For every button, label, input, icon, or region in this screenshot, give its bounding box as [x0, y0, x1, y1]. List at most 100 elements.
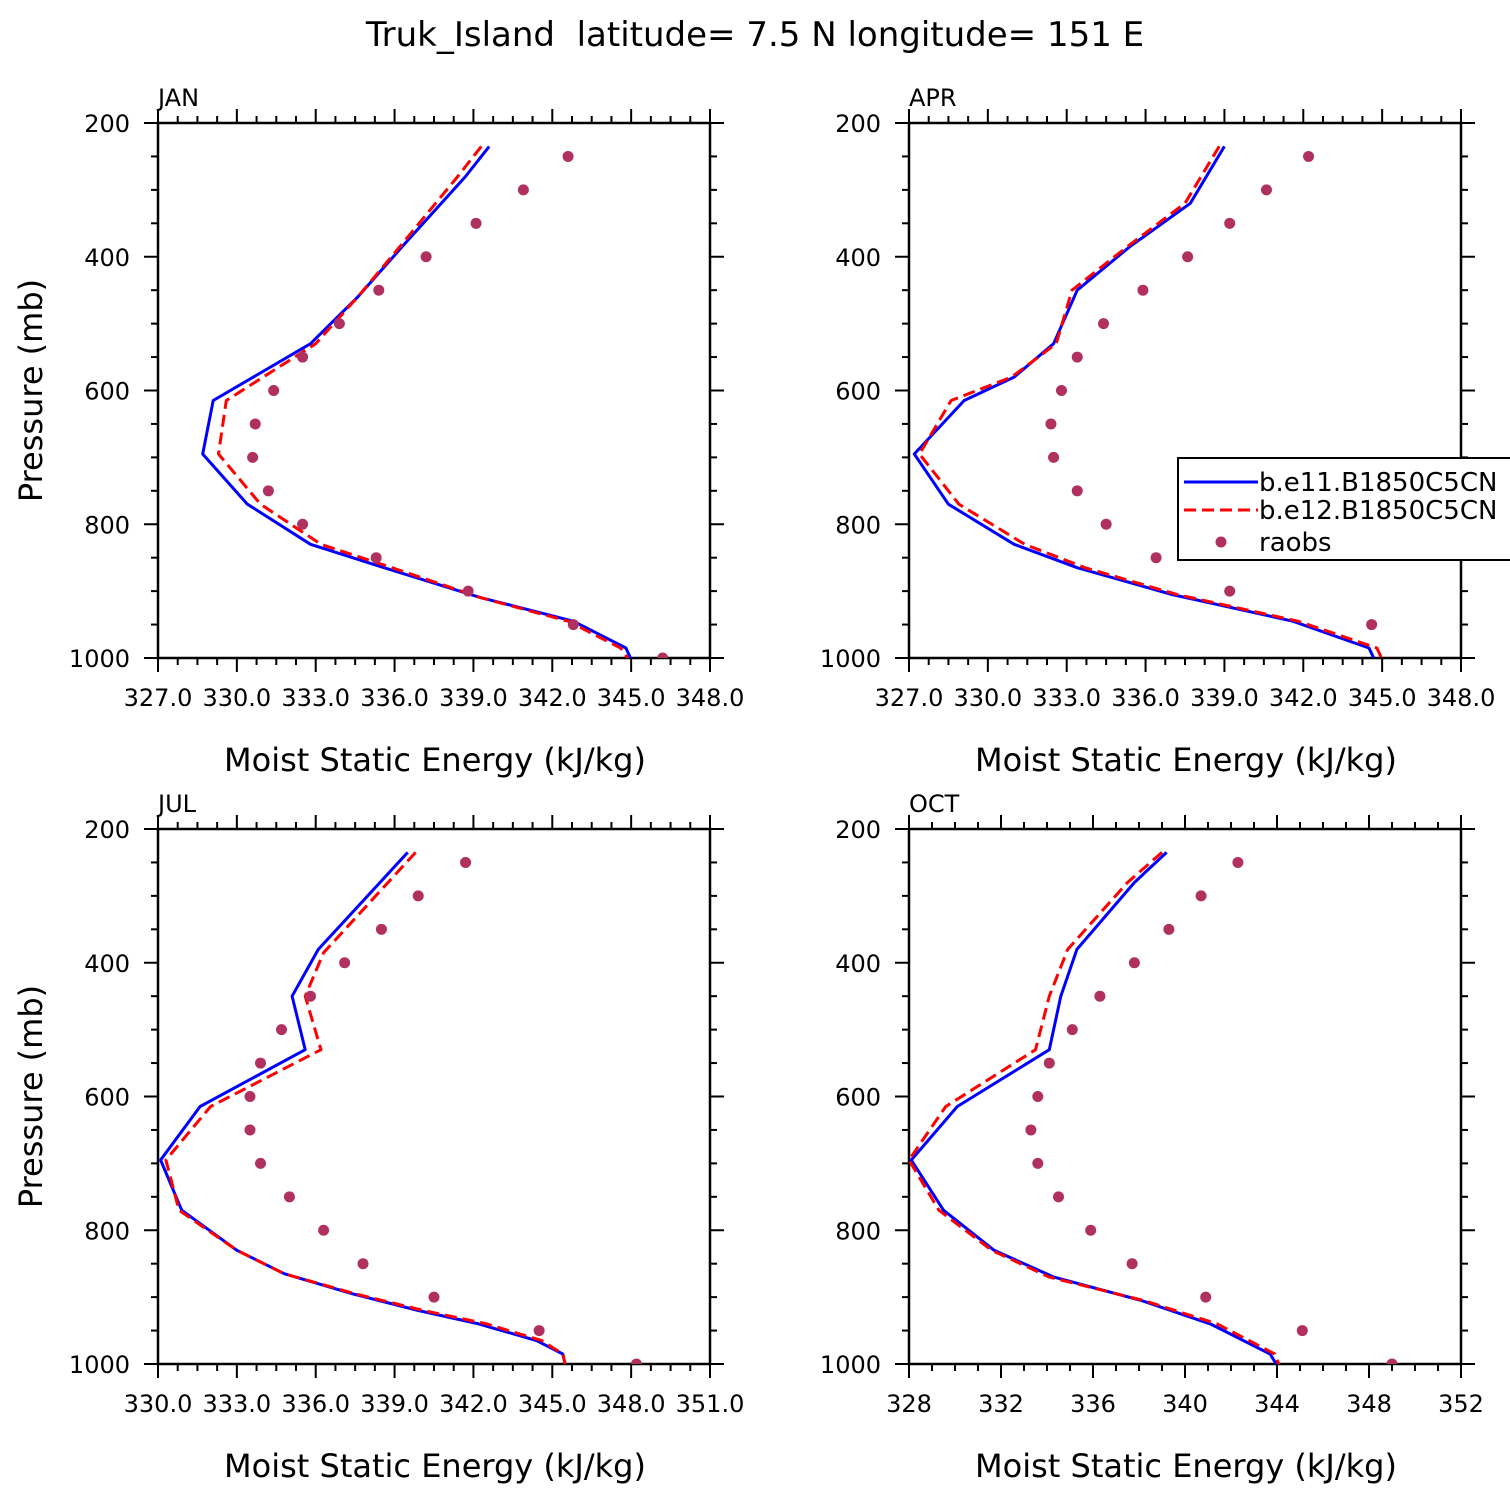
panel-jul: JUL 330.0 333.0 336.0 339.0 342.0 345.0 348.0 35…	[12, 790, 744, 1485]
raobs-point	[1071, 351, 1083, 363]
panel-title: JUL	[156, 790, 197, 818]
raobs-point	[249, 418, 261, 430]
x-tick-label: 352	[1438, 1390, 1484, 1418]
legend-entry: raobs	[1259, 528, 1332, 558]
y-tick-label: 200	[84, 816, 130, 844]
raobs-point	[1025, 1124, 1037, 1136]
series-line-b-e12	[918, 145, 1384, 658]
x-tick-label: 327.0	[875, 684, 944, 712]
raobs-point	[1366, 619, 1378, 631]
x-tick-label: 348	[1346, 1390, 1392, 1418]
panel-title: OCT	[909, 790, 960, 818]
raobs-point	[1296, 1325, 1308, 1337]
raobs-point	[373, 284, 385, 296]
series-line-b-e11	[159, 851, 567, 1364]
panel-jan: JAN 327.0 330.0 333.0 336.0 339.0 342.0 345.0 34…	[12, 84, 744, 779]
x-axis-label: Moist Static Energy (kJ/kg)	[975, 741, 1397, 779]
plot-area	[159, 851, 642, 1364]
y-tick-label: 400	[835, 950, 881, 978]
raobs-point	[1474, 653, 1485, 664]
x-tick-label: 332	[978, 1390, 1024, 1418]
raobs-point	[247, 451, 259, 463]
x-tick-label: 340	[1162, 1390, 1208, 1418]
panel-title: APR	[909, 84, 957, 112]
raobs-point	[375, 923, 387, 935]
x-tick-label: 333.0	[281, 684, 350, 712]
raobs-point	[1053, 1191, 1064, 1203]
raobs-point	[1098, 318, 1110, 330]
y-tick-label: 200	[835, 110, 881, 138]
x-tick-label: 344	[1254, 1390, 1300, 1418]
y-tick-label: 800	[84, 1217, 130, 1245]
x-axis-label: Moist Static Energy (kJ/kg)	[224, 1447, 646, 1485]
raobs-point	[1163, 923, 1175, 935]
y-tick-label: 1000	[820, 645, 881, 673]
x-tick-label: 351.0	[676, 1390, 745, 1418]
raobs-point	[630, 1358, 642, 1364]
raobs-point	[462, 585, 474, 597]
raobs-point	[244, 1091, 256, 1102]
raobs-point	[1126, 1258, 1138, 1270]
raobs-point	[1260, 184, 1272, 196]
raobs-point	[1224, 585, 1236, 597]
y-tick-label: 1000	[820, 1351, 881, 1379]
plot-frame	[907, 827, 1463, 1366]
x-tick-label: 336.0	[360, 684, 429, 712]
x-tick-label: 342.0	[439, 1390, 508, 1418]
y-axis-label: Pressure (mb)	[12, 985, 50, 1208]
raobs-point	[1045, 418, 1057, 430]
raobs-point	[420, 251, 432, 263]
x-axis-label: Moist Static Energy (kJ/kg)	[975, 1447, 1397, 1485]
series-line-b-e12	[217, 145, 630, 658]
x-tick-label: 328	[886, 1390, 932, 1418]
raobs-point	[370, 552, 382, 564]
y-tick-label: 800	[84, 511, 130, 539]
raobs-point	[1150, 552, 1162, 564]
y-tick-label: 200	[84, 110, 130, 138]
y-tick-label: 600	[835, 1084, 881, 1112]
plot-area	[201, 145, 669, 658]
y-tick-label: 200	[835, 816, 881, 844]
raobs-point	[339, 957, 351, 969]
raobs-point	[1094, 990, 1106, 1002]
x-tick-label: 348.0	[676, 684, 745, 712]
plot-area	[909, 851, 1398, 1364]
x-tick-label: 348.0	[597, 1390, 666, 1418]
x-tick-label: 330.0	[953, 684, 1022, 712]
raobs-point	[517, 184, 529, 196]
raobs-point	[1071, 485, 1083, 497]
raobs-point	[1137, 284, 1149, 296]
x-tick-label: 336.0	[1111, 684, 1180, 712]
raobs-point	[297, 518, 309, 530]
raobs-point	[283, 1191, 295, 1203]
raobs-point	[1043, 1057, 1055, 1069]
raobs-point	[412, 890, 424, 902]
raobs-point	[1195, 890, 1207, 902]
plot-frame	[907, 121, 1463, 660]
plot-frame	[156, 827, 712, 1366]
raobs-point	[318, 1224, 330, 1236]
legend-box	[1177, 457, 1510, 561]
raobs-point	[1055, 385, 1067, 396]
legend-entry: b.e11.B1850C5CN	[1259, 468, 1497, 498]
x-tick-label: 336.0	[281, 1390, 350, 1418]
raobs-point	[1085, 1224, 1097, 1236]
panel-apr: APR 327.0 330.0 333.0 336.0 339.0 342.0 345.0 34…	[820, 84, 1495, 779]
raobs-point	[562, 150, 574, 162]
x-tick-label: 345.0	[597, 684, 666, 712]
y-tick-label: 800	[835, 511, 881, 539]
raobs-point	[268, 385, 280, 396]
raobs-point	[255, 1057, 267, 1069]
figure-title: Truk_Island latitude= 7.5 N longitude= 1…	[365, 15, 1144, 55]
y-tick-label: 400	[835, 244, 881, 272]
raobs-point	[533, 1325, 545, 1337]
raobs-point	[567, 619, 579, 631]
y-tick-label: 600	[84, 378, 130, 406]
raobs-point	[1128, 957, 1140, 969]
raobs-point	[1386, 1358, 1398, 1364]
x-tick-label: 342.0	[518, 684, 587, 712]
series-line-b-e12	[164, 851, 567, 1364]
series-line-b-e11	[912, 145, 1376, 658]
